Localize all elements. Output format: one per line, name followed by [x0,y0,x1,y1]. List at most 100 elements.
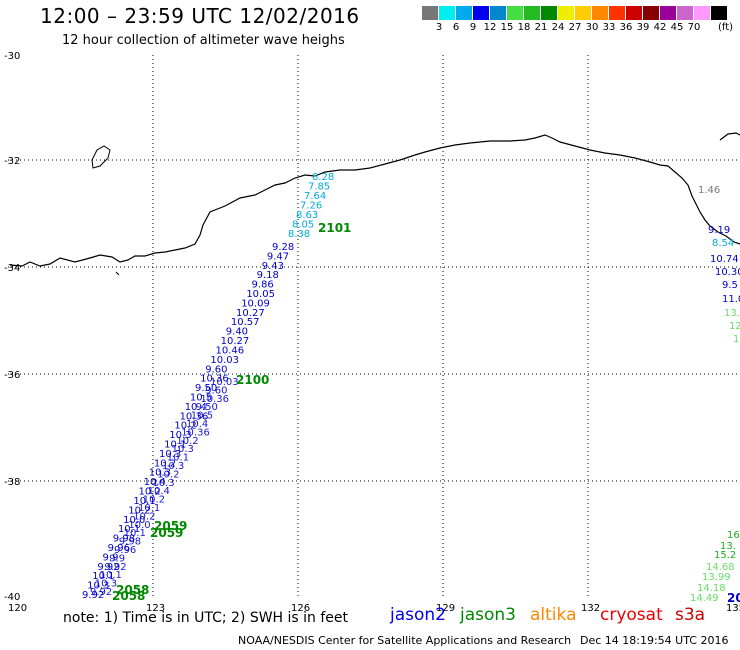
swh-value-label: 10.0 [128,520,150,531]
swh-value-label: 10.1 [138,503,160,514]
lat-tick-label: -32 [4,156,20,167]
swh-value-label: 10.1 [167,453,189,464]
swh-value-label: 10.36 [180,411,209,422]
footer-timestamp: Dec 14 18:19:54 UTC 2016 [580,634,729,647]
legend-altika: altika [530,605,577,625]
legend-label: 3 [435,22,443,33]
swh-value-label: 9.92 [104,562,126,573]
swh-value-label: 7.64 [304,191,326,202]
swh-value-label: 10.09 [241,298,270,309]
swh-value-label: 10.2 [176,436,198,447]
swh-value-label: 14.18 [697,583,726,594]
swh-value-label: 9.98 [119,537,141,548]
legend-swatch [490,6,507,20]
swh-value-label: 11.0 [722,294,740,305]
swh-value-label: 10.2 [157,469,179,480]
swh-value-label: 9.47 [267,251,289,262]
lat-tick-label: -38 [4,477,20,488]
island-small-west [115,271,120,276]
swh-value-label: 9.50 [196,402,218,413]
swh-value-label: 10.36 [181,427,210,438]
map-subtitle: 12 hour collection of altimeter wave hei… [62,33,345,48]
swh-value-label: 9.96 [114,545,136,556]
swh-value-label: 9.92 [82,590,104,601]
coastline-kangaroo-island [719,132,740,141]
legend-swatch [592,6,609,20]
legend-label: 27 [568,22,582,33]
legend-cryosat: cryosat [600,605,663,625]
swh-value-label: 10.5 [190,392,212,403]
swh-value-label: 10.57 [231,317,260,328]
time-label: 20 [727,591,740,605]
lat-tick-label: -30 [4,51,20,62]
swh-value-label: 10.1 [124,528,146,539]
legend-jason3: jason3 [460,605,516,625]
swh-value-label: 10.03 [210,355,239,366]
time-label: 2059 [154,519,187,533]
lon-tick-label: 120 [8,603,27,614]
swh-value-label: 10.3 [169,430,191,441]
swh-value-label: 10.27 [236,308,265,319]
legend-swatch [711,6,728,20]
legend-swatch [609,6,626,20]
swh-value-label: 9.98 [113,534,135,545]
swh-value-label: 9.5 [722,280,738,291]
swh-value-label: 8.54 [712,238,734,249]
swh-value-label: 7.26 [300,201,322,212]
swh-value-label: 9.19 [708,225,730,236]
swh-value-label: 10.0 [123,515,145,526]
swh-value-label: 10.5 [191,411,213,422]
legend-label: 39 [636,22,650,33]
swh-value-label: 10.4 [186,419,208,430]
legend-swatch [422,6,439,20]
time-label: 2101 [318,221,351,235]
legend-unit: (ft) [718,22,734,33]
legend-label: 15 [500,22,514,33]
swh-value-label: 9.92 [90,587,112,598]
swh-value-label: 9.92 [97,562,119,573]
swh-value-label: 12. [729,321,740,332]
legend-label: 70 [687,22,701,33]
swh-value-label: 9.96 [108,543,130,554]
coastline-south-australia [9,134,740,267]
swh-value-label: 10.2 [133,511,155,522]
time-label: 2059 [150,526,183,540]
lon-tick-label: 135 [726,603,740,614]
color-legend: 3 6 9 12 15 18 21 24 27 30 33 36 39 42 45 70 (ft) [422,6,740,34]
swh-value-label: 10.03 [210,377,239,388]
legend-label: 24 [551,22,565,33]
swh-value-label: 9.18 [257,270,279,281]
swh-value-label: 10.2 [154,458,176,469]
swh-value-label: 10.1 [133,496,155,507]
lat-tick-label: -36 [4,370,20,381]
legend-swatch [575,6,592,20]
swh-value-label: 8.05 [292,220,314,231]
swh-value-label: 10.2 [174,421,196,432]
graticule [8,55,740,597]
swh-value-label: 10.3 [172,444,194,455]
lon-tick-label: 123 [146,603,165,614]
legend-label: 18 [517,22,531,33]
legend-swatch [643,6,660,20]
island-recherche [91,145,111,169]
swh-value-label: 9.60 [205,385,227,396]
swh-value-label: 10.2 [143,495,165,506]
legend-label: 12 [483,22,497,33]
legend-swatch [524,6,541,20]
swh-value-label: 10.27 [221,336,250,347]
swh-value-label: 10.1 [92,571,114,582]
swh-value-label: 13. [724,308,740,319]
swh-value-label: 10.2 [128,505,150,516]
swh-value-label: 10.4 [148,486,170,497]
swh-value-label: 10.3 [149,468,171,479]
legend-s3a: s3a [675,605,706,625]
swh-value-label: 13.99 [702,572,731,583]
swh-value-label: 8.38 [288,229,310,240]
altimeter-tracks: 8.287.857.647.268.638.058.38 9.289.479.43… [82,172,740,605]
legend-label: 30 [585,22,599,33]
swh-value-label: 10.2 [138,487,160,498]
swh-value-label: 10.1 [100,570,122,581]
swh-value-label: 10.36 [200,374,229,385]
lat-tick-label: -34 [4,263,20,274]
swh-value-label: 10.74 [710,254,739,265]
